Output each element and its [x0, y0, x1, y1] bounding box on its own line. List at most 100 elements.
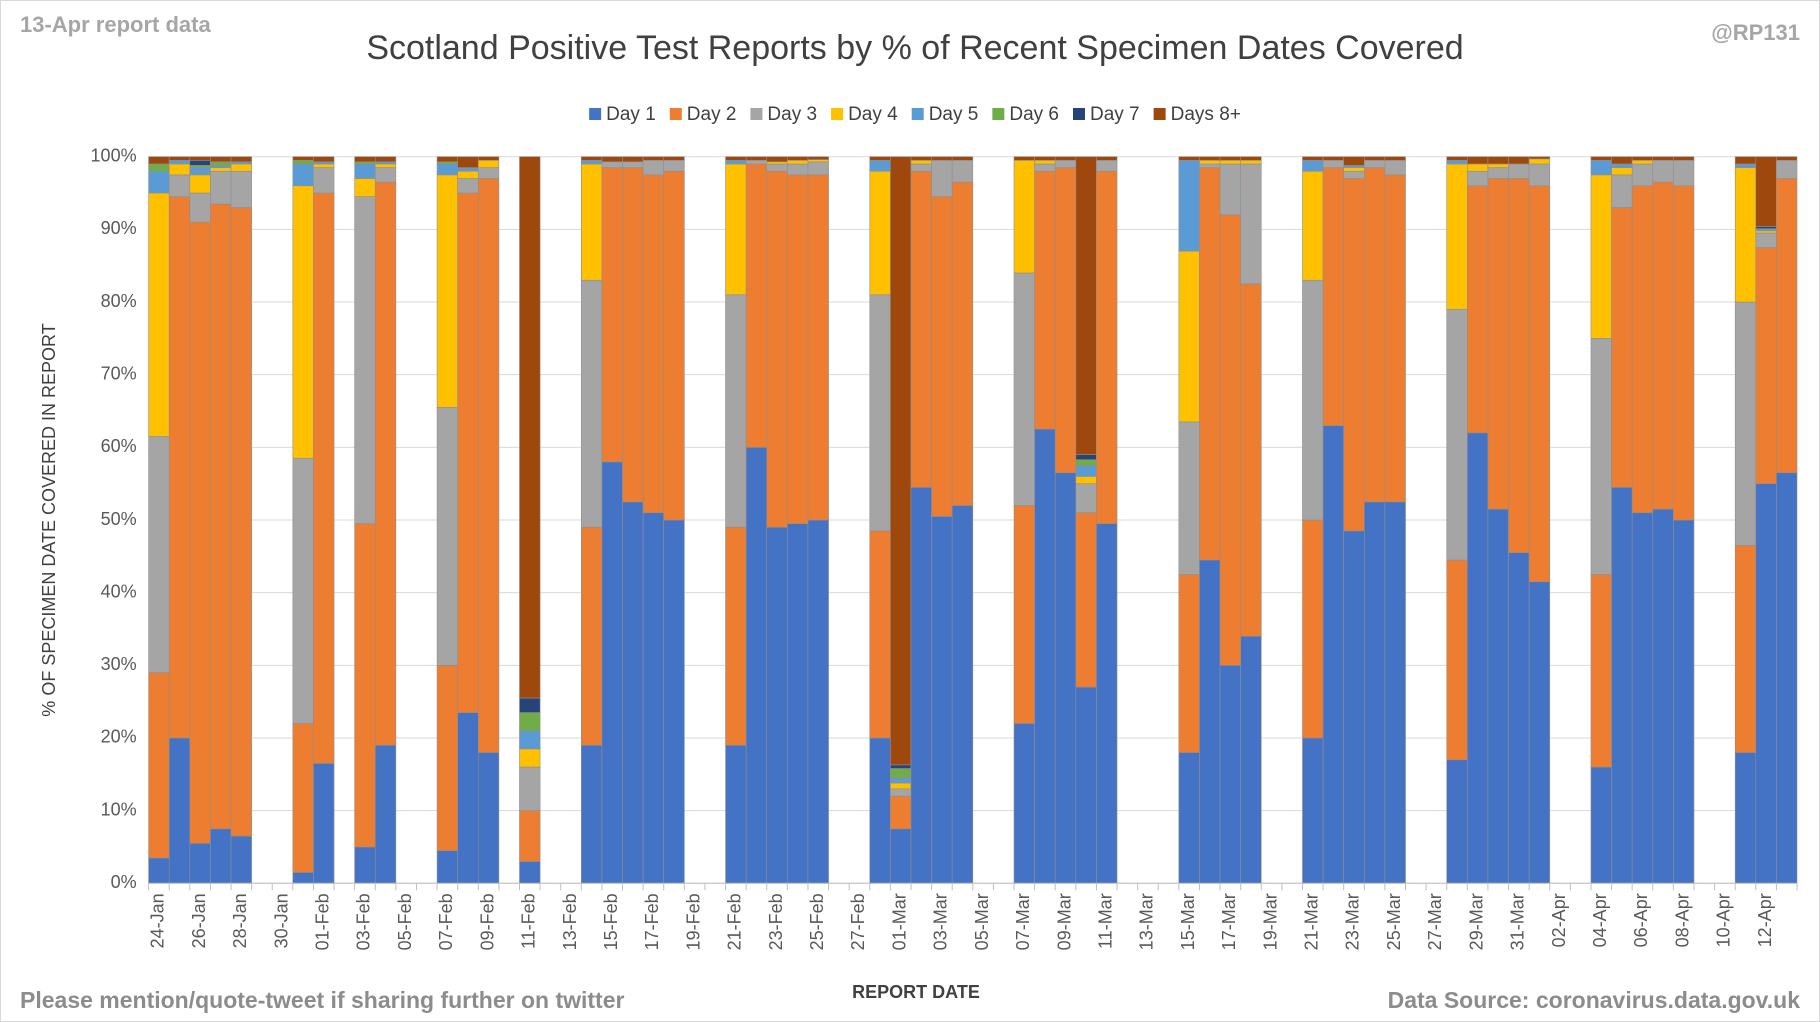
bar-segment: [1611, 207, 1633, 488]
bar-segment: [766, 163, 788, 172]
bar-segment: [1178, 752, 1200, 884]
bar-segment: [168, 163, 191, 176]
bar-segment: [581, 156, 603, 161]
legend-swatch: [911, 108, 924, 120]
bar-segment: [519, 156, 541, 699]
bar-segment: [354, 156, 376, 163]
bar-segment: [1446, 160, 1468, 165]
bar-segment: [1528, 158, 1551, 165]
bar-segment: [168, 160, 191, 165]
bar-segment: [1013, 505, 1035, 724]
bar-segment: [436, 665, 458, 851]
bar-segment: [890, 768, 912, 779]
bar-segment: [1302, 170, 1324, 281]
bar-segment: [1054, 156, 1077, 161]
bar-segment: [1363, 156, 1386, 161]
bar-segment: [1384, 501, 1406, 884]
bar-segment: [1034, 428, 1056, 884]
bar-segment: [1776, 156, 1798, 161]
bar-segment: [210, 156, 232, 163]
bar-segment: [601, 156, 623, 163]
bar-segment: [148, 156, 170, 165]
bar-segment: [457, 178, 479, 194]
x-tick-label: 28-Jan: [230, 893, 250, 948]
bar-segment: [890, 764, 912, 769]
bar-segment: [1240, 635, 1262, 884]
bar-segment: [292, 156, 314, 161]
bar-segment: [1013, 723, 1035, 884]
bar-segment: [230, 156, 252, 163]
bar-segment: [1178, 160, 1200, 252]
bar-segment: [745, 156, 768, 161]
bar-segment: [436, 161, 458, 165]
bar-segment: [1013, 272, 1035, 506]
bar-segment: [374, 156, 397, 163]
bar-segment: [436, 174, 458, 408]
bar-segment: [890, 795, 912, 830]
x-tick-label: 04-Apr: [1590, 893, 1610, 947]
y-tick-label: 100%: [91, 145, 137, 165]
legend: Day 1 Day 2 Day 3 Day 4 Day 5 Day 6 Day 7 Days …: [589, 104, 1241, 125]
x-tick-label: 23-Feb: [766, 893, 786, 950]
bar-segment: [1755, 232, 1777, 248]
bar-segment: [313, 763, 335, 884]
bar-segment: [477, 156, 500, 161]
bar-segment: [168, 196, 191, 739]
bar-segment: [1776, 178, 1798, 474]
bar-segment: [931, 160, 953, 197]
bar-segment: [519, 748, 541, 768]
bar-segment: [354, 196, 376, 524]
bar-segment: [890, 777, 912, 784]
bar-segment: [1734, 752, 1757, 884]
bar-segment: [1611, 174, 1633, 208]
bar-segment: [1590, 338, 1612, 575]
bar-segment: [1631, 160, 1654, 165]
bar-segment: [436, 407, 458, 666]
bar-segment: [725, 160, 747, 165]
bar-segment: [1528, 581, 1551, 884]
bar-segment: [230, 207, 252, 837]
bar-segment: [313, 167, 335, 194]
bar-segment: [1219, 163, 1241, 216]
bar-segment: [1199, 163, 1221, 168]
bar-segment: [1363, 167, 1386, 503]
bar-segment: [148, 163, 170, 172]
bar-segment: [1034, 170, 1056, 430]
bar-segment: [313, 192, 335, 764]
bar-segment: [1508, 552, 1530, 884]
bar-segment: [1075, 465, 1097, 477]
bar-segment: [477, 160, 500, 168]
legend-label: Day 6: [1009, 104, 1059, 125]
x-axis-title: REPORT DATE: [852, 982, 980, 1002]
bar-segment: [951, 156, 974, 161]
bar-segment: [210, 161, 232, 166]
bar-segment: [1343, 165, 1365, 168]
x-tick-label: 03-Mar: [931, 893, 951, 950]
bar-segment: [1384, 160, 1406, 176]
bar-segment: [189, 843, 211, 884]
bar-segment: [910, 160, 932, 165]
bar-segment: [477, 167, 500, 179]
bar-segment: [1343, 156, 1365, 166]
bar-segment: [436, 156, 458, 163]
bar-segment: [910, 487, 932, 884]
bar-segment: [1652, 160, 1674, 183]
bar-segment: [1178, 421, 1200, 575]
legend-swatch: [750, 108, 763, 120]
bar-segment: [642, 512, 665, 884]
bar-segment: [869, 156, 891, 161]
bar-segment: [787, 160, 809, 165]
bar-segment: [1734, 163, 1757, 168]
bar-segment: [622, 161, 644, 168]
bar-segment: [354, 163, 376, 179]
bar-segment: [1508, 156, 1530, 165]
bar-segment: [1178, 250, 1200, 423]
bar-segment: [581, 526, 603, 746]
bar-segment: [1013, 156, 1035, 161]
bar-segment: [1673, 519, 1695, 884]
bar-segment: [1075, 686, 1097, 884]
bar-segment: [1776, 160, 1798, 179]
bar-segment: [1075, 156, 1097, 455]
bar-segment: [1734, 156, 1757, 165]
x-tick-label: 06-Apr: [1631, 893, 1651, 947]
